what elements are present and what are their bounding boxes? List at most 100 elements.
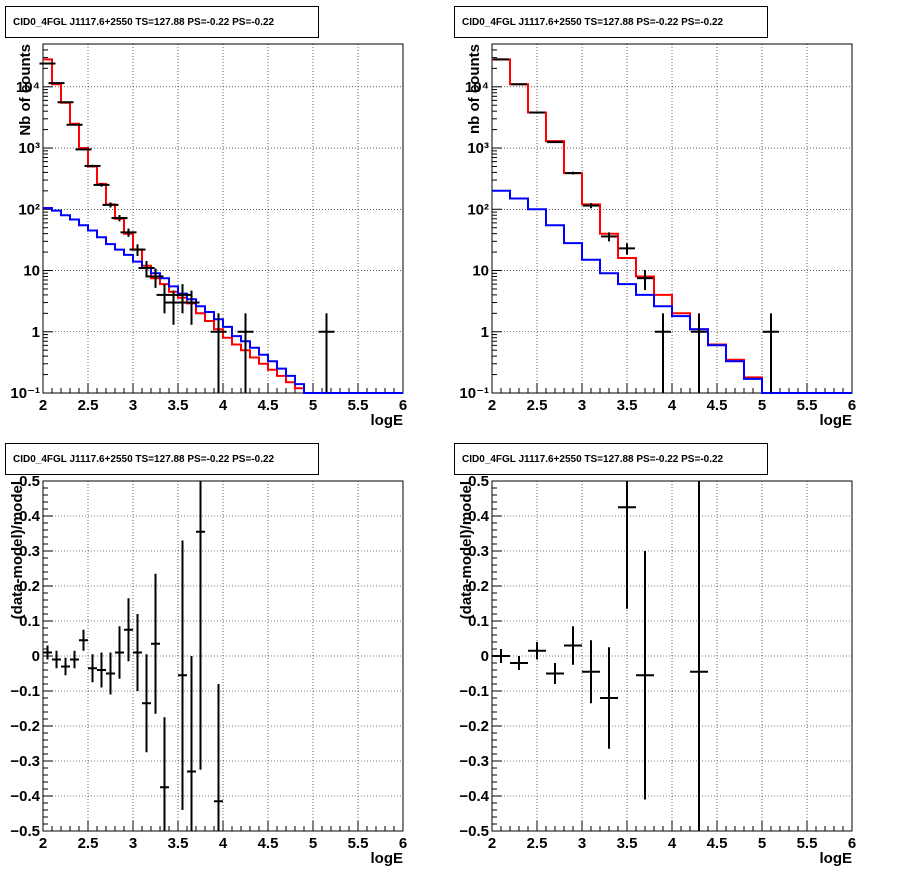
data-point: [601, 232, 617, 242]
chart-title: CID0_4FGL J1117.6+2550 TS=127.88 PS=-0.2…: [13, 17, 275, 28]
x-axis-title: logE: [371, 412, 404, 429]
y-tick-label: 1: [32, 324, 40, 341]
data-point: [52, 650, 61, 669]
x-tick-label: 4: [219, 835, 228, 852]
data-point: [511, 83, 527, 86]
histogram-series-2: [43, 207, 403, 394]
data-point: [210, 313, 227, 393]
y-tick-label: 10³: [467, 140, 489, 157]
y-axis-title: Nb of counts: [17, 44, 34, 136]
y-tick-label: −0.3: [10, 753, 40, 770]
x-tick-label: 2: [488, 835, 496, 852]
data-point: [129, 244, 146, 256]
y-tick-label: −0.1: [10, 683, 40, 700]
data-point: [510, 656, 528, 670]
x-tick-label: 3.5: [617, 397, 638, 414]
y-tick-label: −0.4: [10, 788, 40, 805]
x-tick-label: 6: [399, 397, 407, 414]
data-point: [619, 243, 635, 255]
y-tick-label: 1: [481, 324, 489, 341]
y-tick-label: 0.3: [468, 543, 489, 560]
x-tick-label: 3.5: [168, 397, 189, 414]
y-tick-label: 10⁴: [16, 79, 40, 96]
x-tick-label: 5: [309, 835, 317, 852]
x-tick-label: 5.5: [797, 397, 818, 414]
data-point: [583, 203, 599, 209]
data-point: [97, 652, 106, 688]
data-point: [547, 141, 563, 144]
x-tick-label: 2.5: [527, 835, 548, 852]
y-tick-label: −0.2: [10, 718, 40, 735]
data-point: [600, 647, 618, 749]
x-tick-label: 2.5: [78, 835, 99, 852]
x-tick-label: 6: [848, 397, 856, 414]
x-tick-label: 3: [578, 835, 586, 852]
y-tick-label: 10⁻¹: [10, 385, 40, 402]
x-tick-label: 4: [219, 397, 228, 414]
data-point: [178, 540, 187, 810]
title-box: [5, 443, 319, 475]
data-point: [93, 183, 110, 187]
y-tick-label: 0: [32, 648, 40, 665]
data-point: [79, 629, 88, 651]
chart-title: CID0_4FGL J1117.6+2550 TS=127.88 PS=-0.2…: [13, 454, 275, 465]
data-point: [691, 313, 707, 393]
data-point: [120, 228, 137, 237]
data-point: [57, 101, 74, 104]
y-tick-label: 10: [472, 263, 489, 280]
x-tick-label: 2.5: [527, 397, 548, 414]
title-box: [5, 6, 319, 38]
grid: [43, 44, 403, 393]
data-point: [237, 313, 254, 393]
y-tick-label: −0.5: [10, 823, 40, 840]
x-tick-label: 3: [129, 397, 137, 414]
data-point: [156, 284, 173, 314]
x-tick-label: 5.5: [348, 397, 369, 414]
x-tick-label: 2: [39, 397, 47, 414]
x-tick-label: 4.5: [258, 397, 279, 414]
data-point: [138, 261, 155, 278]
y-tick-label: 0.5: [468, 473, 489, 490]
y-tick-label: 10²: [467, 201, 489, 218]
data-point: [61, 657, 70, 676]
y-tick-label: 0.5: [19, 473, 40, 490]
grid: [492, 481, 852, 831]
data-point: [196, 481, 205, 770]
data-point: [187, 656, 196, 831]
data-point: [565, 171, 581, 175]
y-tick-label: −0.1: [459, 683, 489, 700]
y-tick-label: −0.4: [459, 788, 489, 805]
data-point: [48, 82, 65, 85]
y-tick-label: 0.3: [19, 543, 40, 560]
data-point: [43, 645, 52, 660]
ticks: [491, 480, 853, 832]
data-point: [763, 313, 779, 393]
y-tick-label: 10: [23, 263, 40, 280]
x-axis-title: logE: [371, 850, 404, 867]
x-tick-label: 5: [758, 835, 766, 852]
y-tick-label: 0.2: [468, 578, 489, 595]
title-box: [454, 443, 768, 475]
y-tick-label: 10⁴: [465, 79, 489, 96]
x-tick-label: 5: [758, 397, 766, 414]
data-point: [564, 626, 582, 665]
data-point: [165, 290, 182, 325]
x-tick-label: 4.5: [707, 835, 728, 852]
grid: [492, 44, 852, 393]
data-point: [84, 164, 101, 168]
data-point: [637, 269, 653, 291]
x-tick-label: 4.5: [707, 397, 728, 414]
chart-title: CID0_4FGL J1117.6+2550 TS=127.88 PS=-0.2…: [462, 17, 724, 28]
x-tick-label: 4.5: [258, 835, 279, 852]
x-tick-label: 4: [668, 397, 677, 414]
data-point: [636, 551, 654, 800]
data-point: [546, 663, 564, 684]
y-tick-label: 0.1: [468, 613, 489, 630]
data-point: [102, 202, 119, 208]
data-point: [111, 215, 128, 222]
histogram-series-2: [492, 189, 852, 394]
y-tick-label: 0.4: [19, 508, 41, 525]
y-tick-label: −0.5: [459, 823, 489, 840]
chart-title: CID0_4FGL J1117.6+2550 TS=127.88 PS=-0.2…: [462, 454, 724, 465]
x-tick-label: 3: [578, 397, 586, 414]
